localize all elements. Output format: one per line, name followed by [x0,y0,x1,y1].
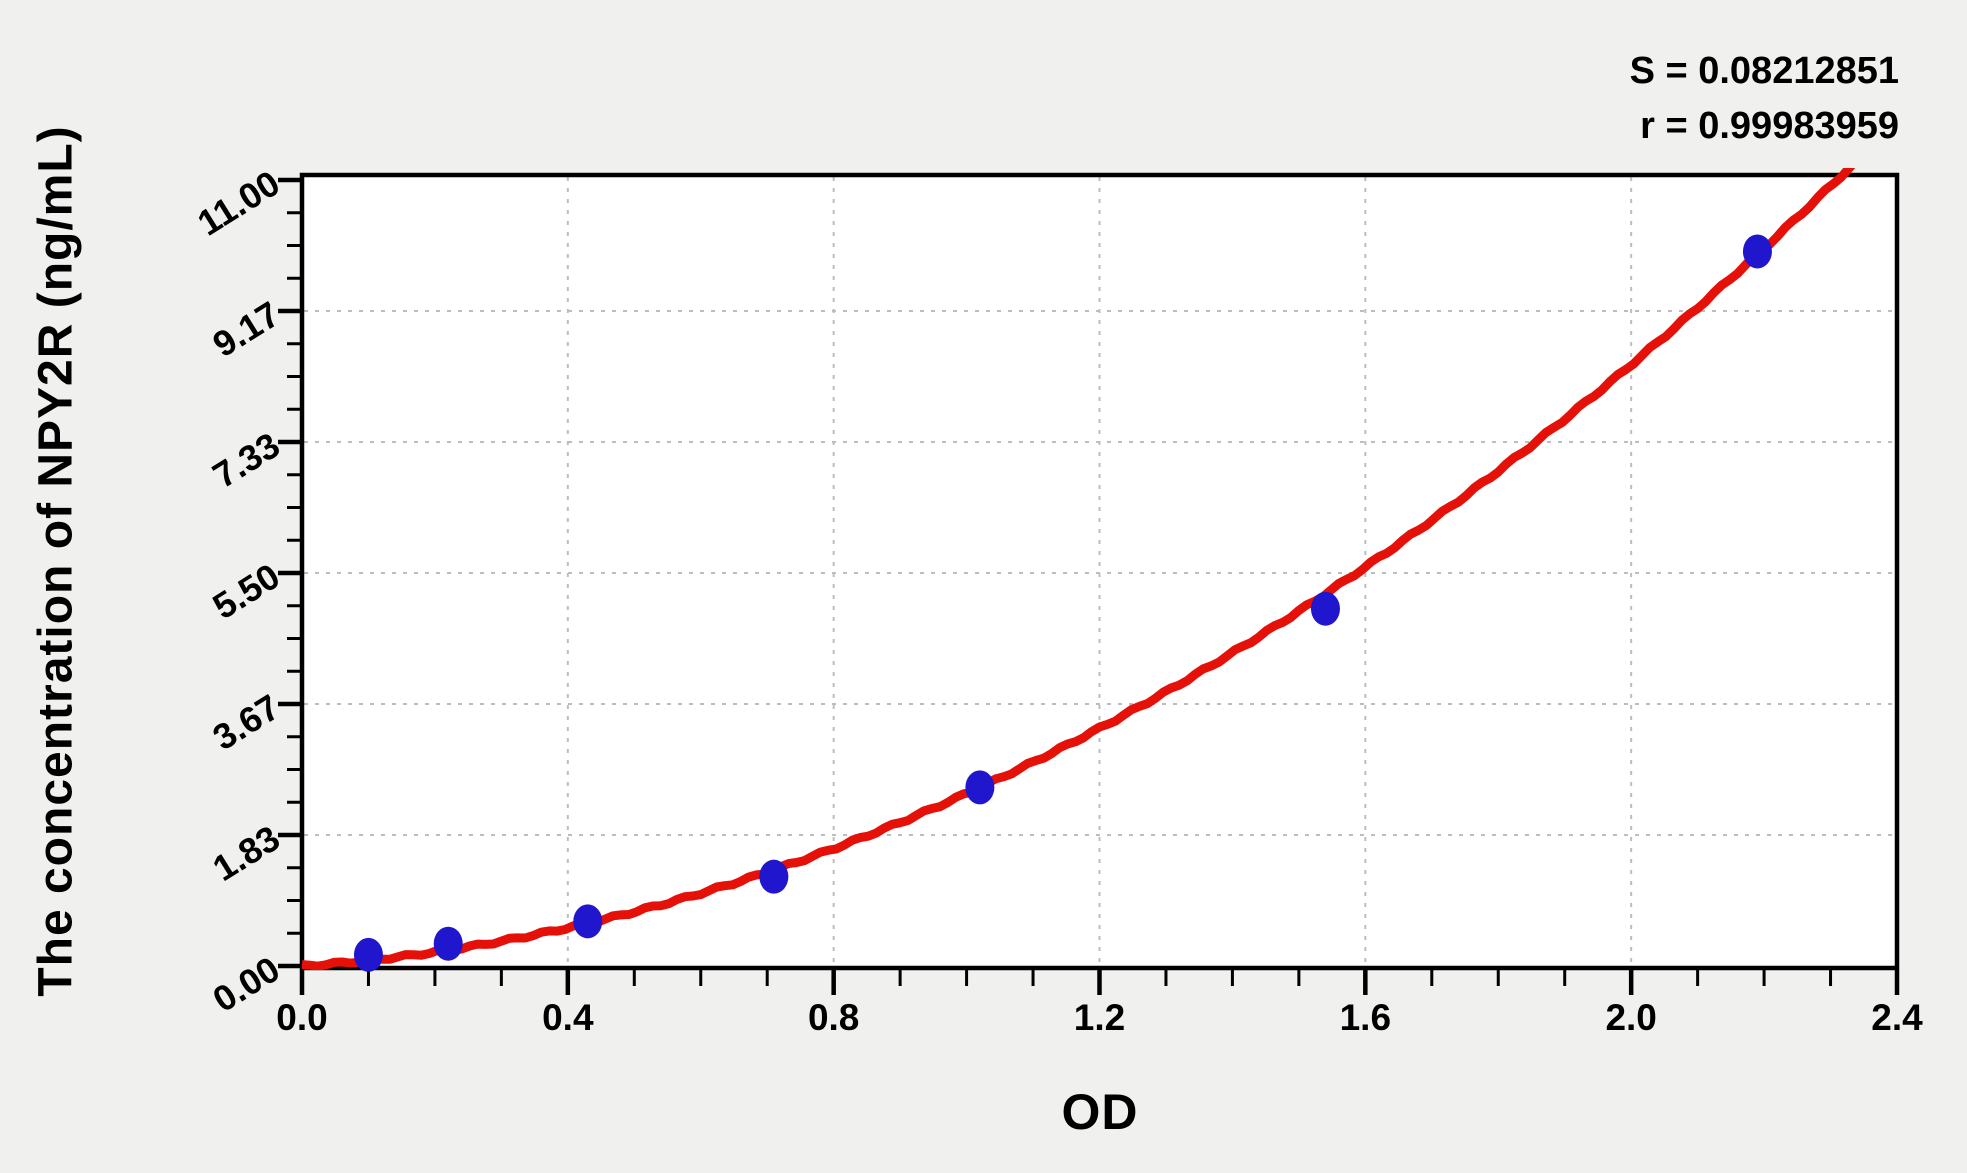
fit-statistics: S = 0.08212851 r = 0.99983959 [1630,44,1899,154]
y-axis-title: The concentration of NPY2R (ng/mL) [29,125,83,997]
stat-r-value: r = 0.99983959 [1640,105,1899,147]
x-tick-label: 0.4 [542,997,594,1038]
data-point [433,926,463,961]
fitted-curve [301,168,1856,970]
data-point [573,904,603,939]
data-point [965,770,995,805]
data-point [759,859,789,894]
x-tick-label: 0.8 [807,997,860,1038]
data-point [1742,234,1772,269]
plot-border [299,172,1900,971]
x-axis-title: OD [1061,1084,1139,1140]
stat-s-value: S = 0.08212851 [1629,50,1899,92]
x-tick-label: 2.0 [1605,997,1657,1038]
x-tick-label: 2.4 [1871,997,1923,1038]
x-tick-label: 1.6 [1339,997,1392,1038]
x-tick-label: 0.0 [276,997,328,1038]
data-point [353,937,383,972]
x-tick-label: 1.2 [1073,997,1126,1038]
data-point [1310,591,1340,626]
